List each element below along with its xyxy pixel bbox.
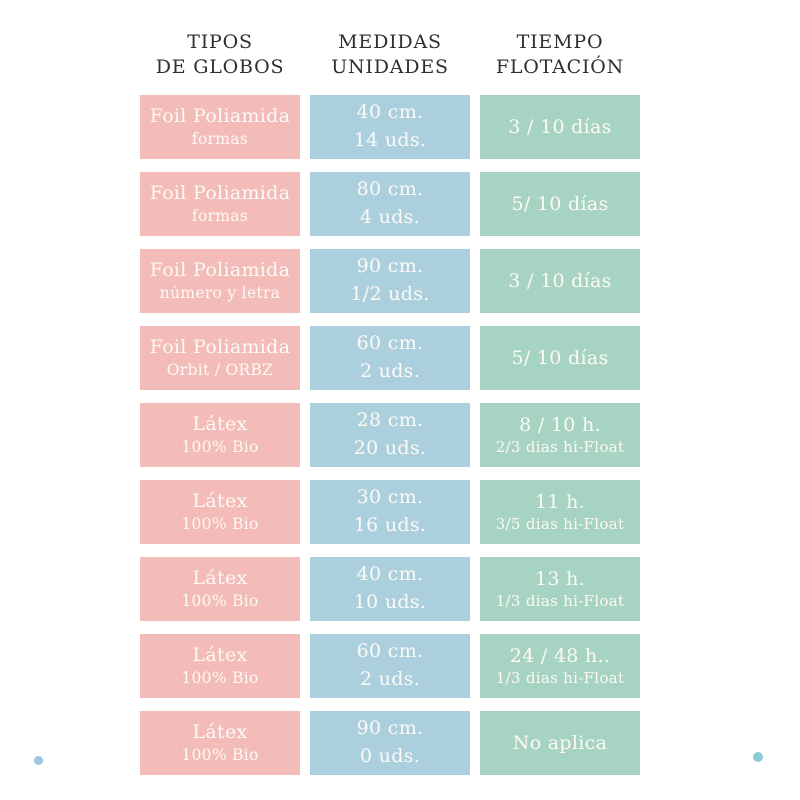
tipo-text: Látex [192, 490, 248, 513]
unidades-text: 14 uds. [353, 129, 427, 151]
tipo-text: Foil Poliamida [149, 336, 291, 359]
medida-text: 80 cm. [356, 178, 424, 201]
decorative-dot-left [34, 756, 43, 765]
tipo-sub-text: 100% Bio [181, 591, 259, 610]
column-header-tiempo-flotacion: TIEMPO FLOTACIÓN [475, 30, 645, 80]
cell-medida-row9: 90 cm. 0 uds. [310, 711, 470, 775]
tipo-text: Látex [192, 413, 248, 436]
cell-medida-row6: 30 cm. 16 uds. [310, 480, 470, 544]
cell-tipo-row9: Látex 100% Bio [140, 711, 300, 775]
cell-medida-row8: 60 cm. 2 uds. [310, 634, 470, 698]
cell-flotacion-row9: No aplica [480, 711, 640, 775]
tipo-text: Látex [192, 721, 248, 744]
medida-text: 28 cm. [356, 409, 424, 432]
tipo-text: Látex [192, 567, 248, 590]
unidades-text: 0 uds. [359, 745, 421, 767]
tipo-text: Látex [192, 644, 248, 667]
flotacion-sub-text: 2/3 dias hi-Float [495, 437, 625, 456]
medida-text: 60 cm. [356, 640, 424, 663]
flotacion-text: 3 / 10 días [508, 115, 612, 138]
cell-tipo-row7: Látex 100% Bio [140, 557, 300, 621]
cell-tipo-row3: Foil Poliamida número y letra [140, 249, 300, 313]
balloon-table-grid: Foil Poliamida formas 40 cm. 14 uds. 3 /… [140, 95, 640, 775]
tipo-text: Foil Poliamida [149, 259, 291, 282]
tipo-sub-text: formas [191, 206, 249, 225]
cell-flotacion-row4: 5/ 10 días [480, 326, 640, 390]
medida-text: 60 cm. [356, 332, 424, 355]
unidades-text: 10 uds. [353, 591, 427, 613]
decorative-dot-right [753, 752, 763, 762]
cell-tipo-row6: Látex 100% Bio [140, 480, 300, 544]
unidades-text: 2 uds. [359, 360, 421, 382]
flotacion-text: 5/ 10 días [511, 346, 609, 369]
column-header-medidas-unidades: MEDIDAS UNIDADES [305, 30, 475, 80]
flotacion-text: 3 / 10 días [508, 269, 612, 292]
medida-text: 90 cm. [356, 255, 424, 278]
cell-medida-row4: 60 cm. 2 uds. [310, 326, 470, 390]
flotacion-text: 8 / 10 h. [519, 413, 601, 436]
flotacion-text: 13 h. [535, 567, 585, 590]
cell-tipo-row8: Látex 100% Bio [140, 634, 300, 698]
tipo-text: Foil Poliamida [149, 105, 291, 128]
tipo-sub-text: 100% Bio [181, 514, 259, 533]
medida-text: 90 cm. [356, 717, 424, 740]
cell-medida-row3: 90 cm. 1/2 uds. [310, 249, 470, 313]
tipo-sub-text: formas [191, 129, 249, 148]
cell-medida-row1: 40 cm. 14 uds. [310, 95, 470, 159]
medida-text: 30 cm. [356, 486, 424, 509]
cell-tipo-row1: Foil Poliamida formas [140, 95, 300, 159]
cell-flotacion-row8: 24 / 48 h.. 1/3 dias hi-Float [480, 634, 640, 698]
unidades-text: 1/2 uds. [350, 283, 430, 305]
cell-flotacion-row5: 8 / 10 h. 2/3 dias hi-Float [480, 403, 640, 467]
medida-text: 40 cm. [356, 563, 424, 586]
flotacion-sub-text: 3/5 dias hi-Float [495, 514, 625, 533]
header-line-1: TIEMPO [516, 31, 604, 53]
header-line-1: MEDIDAS [338, 31, 442, 53]
cell-flotacion-row2: 5/ 10 días [480, 172, 640, 236]
cell-tipo-row5: Látex 100% Bio [140, 403, 300, 467]
flotacion-text: No aplica [512, 731, 608, 754]
cell-flotacion-row1: 3 / 10 días [480, 95, 640, 159]
column-header-tipos-de-globos: TIPOS DE GLOBOS [135, 30, 305, 80]
flotacion-text: 5/ 10 días [511, 192, 609, 215]
cell-flotacion-row7: 13 h. 1/3 dias hi-Float [480, 557, 640, 621]
cell-flotacion-row6: 11 h. 3/5 dias hi-Float [480, 480, 640, 544]
tipo-sub-text: 100% Bio [181, 745, 259, 764]
cell-medida-row5: 28 cm. 20 uds. [310, 403, 470, 467]
medida-text: 40 cm. [356, 101, 424, 124]
cell-flotacion-row3: 3 / 10 días [480, 249, 640, 313]
tipo-text: Foil Poliamida [149, 182, 291, 205]
unidades-text: 16 uds. [353, 514, 427, 536]
tipo-sub-text: número y letra [159, 283, 281, 302]
flotacion-sub-text: 1/3 dias hi-Float [495, 668, 625, 687]
unidades-text: 20 uds. [353, 437, 427, 459]
flotacion-text: 11 h. [535, 490, 585, 513]
unidades-text: 2 uds. [359, 668, 421, 690]
tipo-sub-text: 100% Bio [181, 437, 259, 456]
header-line-2: FLOTACIÓN [495, 56, 625, 79]
header-line-1: TIPOS [187, 31, 253, 53]
tipo-sub-text: Orbit / ORBZ [166, 360, 274, 379]
header-line-2: DE GLOBOS [155, 56, 285, 79]
flotacion-sub-text: 1/3 dias hi-Float [495, 591, 625, 610]
unidades-text: 4 uds. [359, 206, 421, 228]
flotacion-text: 24 / 48 h.. [509, 644, 611, 667]
tipo-sub-text: 100% Bio [181, 668, 259, 687]
cell-tipo-row2: Foil Poliamida formas [140, 172, 300, 236]
cell-medida-row7: 40 cm. 10 uds. [310, 557, 470, 621]
cell-tipo-row4: Foil Poliamida Orbit / ORBZ [140, 326, 300, 390]
header-line-2: UNIDADES [331, 56, 449, 79]
cell-medida-row2: 80 cm. 4 uds. [310, 172, 470, 236]
